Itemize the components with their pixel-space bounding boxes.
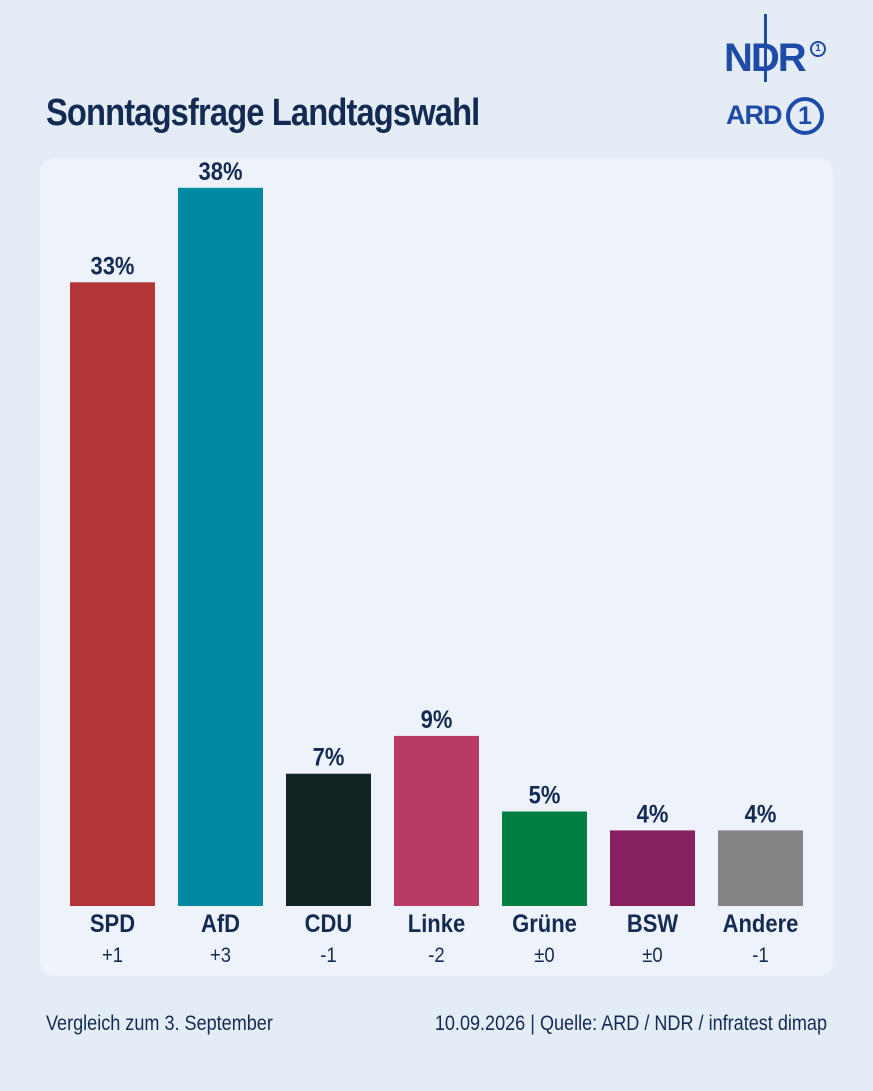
value-label-afd: 38% — [198, 158, 242, 185]
comparison-note: Vergleich zum 3. September — [46, 1012, 273, 1035]
category-label-spd: SPD — [90, 910, 135, 938]
chart-card: 33% SPD +1 38% AfD +3 7% CDU -1 9% Linke -2 5% Grüne ±… — [40, 158, 833, 976]
bar-linke — [394, 735, 479, 906]
change-label-spd: +1 — [102, 944, 123, 967]
change-label-linke: -2 — [428, 944, 444, 967]
category-label-linke: Linke — [408, 910, 465, 938]
value-label-linke: 9% — [421, 706, 453, 734]
bar-andere — [718, 830, 803, 906]
source-note: 10.09.2026 | Quelle: ARD / NDR / infrate… — [434, 1012, 827, 1035]
value-label-bsw: 4% — [637, 800, 669, 828]
bar-gr-ne — [502, 811, 587, 906]
value-label-cdu: 7% — [313, 743, 345, 771]
category-label-gr-ne: Grüne — [512, 910, 577, 938]
ard-logo: ARD — [726, 100, 782, 130]
change-label-cdu: -1 — [320, 944, 336, 967]
bar-chart: 33% SPD +1 38% AfD +3 7% CDU -1 9% Linke -2 5% Grüne ±… — [70, 158, 803, 967]
change-label-afd: +3 — [210, 944, 231, 967]
ndr-logo-mark-icon: 1 — [810, 41, 826, 57]
value-label-andere: 4% — [745, 800, 777, 828]
category-label-afd: AfD — [201, 910, 240, 938]
category-label-cdu: CDU — [305, 910, 353, 938]
change-label-bsw: ±0 — [642, 944, 662, 967]
value-label-spd: 33% — [90, 252, 134, 280]
ard-one-icon: 1 — [786, 97, 824, 135]
value-label-gr-ne: 5% — [529, 781, 561, 809]
page-title: Sonntagsfrage Landtagswahl — [46, 92, 480, 134]
ndr-logo-divider — [764, 14, 767, 82]
ndr-logo: NDR — [724, 36, 807, 80]
change-label-andere: -1 — [752, 944, 768, 967]
change-label-gr-ne: ±0 — [534, 944, 554, 967]
bar-afd — [178, 187, 263, 907]
bar-bsw — [610, 830, 695, 906]
bar-cdu — [286, 773, 371, 906]
category-label-bsw: BSW — [627, 910, 679, 938]
bar-spd — [70, 282, 155, 906]
category-label-andere: Andere — [723, 910, 799, 938]
